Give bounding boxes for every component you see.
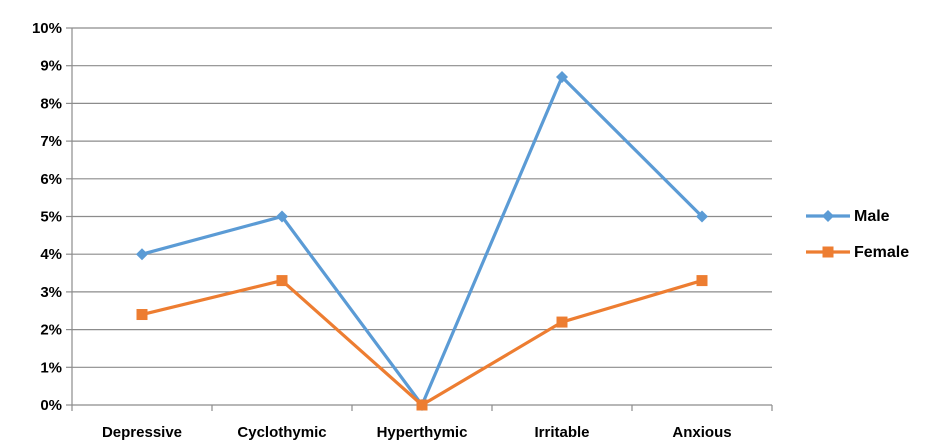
axes — [66, 27, 773, 411]
y-tick-label: 7% — [40, 133, 62, 150]
y-tick-label: 1% — [40, 359, 62, 376]
data-point-female — [556, 316, 568, 328]
data-point-female — [136, 309, 148, 321]
legend-marker-male — [822, 210, 834, 222]
legend: Male Female — [806, 208, 909, 261]
data-point-female — [416, 399, 428, 411]
data-point-female — [696, 275, 708, 287]
y-tick-label: 5% — [40, 209, 62, 226]
y-tick-label: 3% — [40, 284, 62, 301]
y-tick-label: 8% — [40, 95, 62, 112]
data-point-male — [556, 71, 568, 84]
x-tick-label: Irritable — [534, 424, 589, 441]
data-point-male — [276, 210, 288, 223]
series-line-female — [141, 278, 703, 407]
x-tick-label: Depressive — [102, 424, 182, 441]
data-point-male — [136, 248, 148, 261]
x-tick-label: Hyperthymic — [377, 424, 468, 441]
x-tick-label: Anxious — [672, 424, 731, 441]
legend-label-female: Female — [854, 244, 909, 261]
series-line-male — [141, 75, 704, 407]
series-male — [136, 71, 708, 411]
y-tick-label: 4% — [40, 246, 62, 263]
legend-item-female: Female — [806, 244, 909, 261]
y-axis-tick-labels: 0% 1% 2% 3% 4% 5% 6% 7% 8% 9% 10% — [32, 20, 62, 414]
legend-label-male: Male — [854, 208, 890, 225]
y-tick-label: 0% — [40, 397, 62, 414]
data-point-female — [276, 275, 288, 287]
x-tick-label: Cyclothymic — [237, 424, 326, 441]
legend-marker-female — [822, 246, 834, 258]
y-tick-label: 2% — [40, 322, 62, 339]
y-tick-label: 6% — [40, 171, 62, 188]
legend-item-male: Male — [806, 208, 890, 225]
y-tick-label: 9% — [40, 58, 62, 75]
x-axis-tick-labels: Depressive Cyclothymic Hyperthymic Irritabl… — [102, 424, 732, 441]
series-female — [136, 275, 708, 411]
series-group — [136, 71, 708, 411]
y-tick-label: 10% — [32, 20, 62, 37]
gridlines — [72, 27, 772, 368]
data-point-male — [696, 210, 708, 223]
